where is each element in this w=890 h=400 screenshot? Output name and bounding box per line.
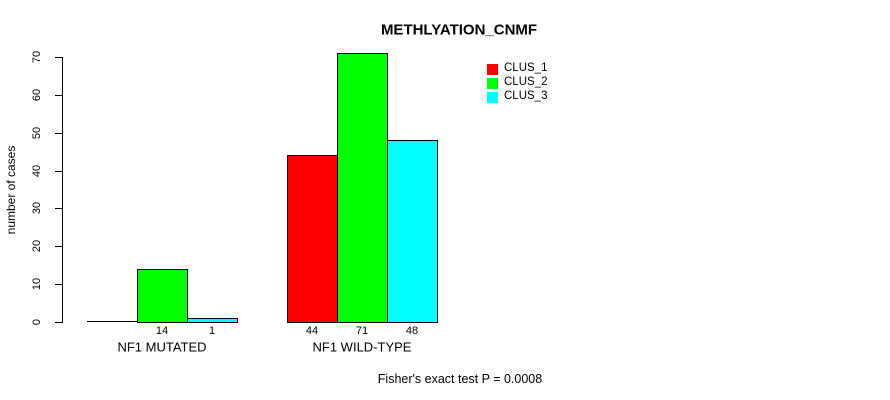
y-tick [55,246,62,247]
y-tick [55,133,62,134]
bar-value-label: 48 [405,325,419,337]
y-tick-label: 30 [31,201,43,215]
legend-swatch [487,91,498,103]
bar [337,53,388,323]
legend: CLUS_1 CLUS_2 CLUS_3 [487,62,547,104]
y-tick [55,171,62,172]
legend-label: CLUS_1 [504,62,548,75]
bar [387,140,438,323]
bar-value-label: 71 [355,325,369,337]
bar-value-label: 1 [208,325,216,337]
bar-value-label: 44 [305,325,319,337]
y-tick-label: 70 [31,50,43,64]
y-axis-line [62,57,63,323]
y-tick [55,95,62,96]
y-tick-label: 0 [31,318,43,326]
legend-label: CLUS_2 [504,76,548,89]
bar-zero [87,321,138,322]
y-tick [55,57,62,58]
legend-swatch [487,77,498,89]
y-tick [55,322,62,323]
chart-title: METHLYATION_CNMF [380,21,538,39]
y-tick-label: 60 [31,88,43,102]
y-tick [55,284,62,285]
y-tick-label: 40 [31,164,43,178]
legend-row: CLUS_1 [487,62,547,76]
annotation-pvalue: Fisher's exact test P = 0.0008 [377,372,543,386]
y-tick [55,208,62,209]
bar [287,155,338,323]
y-tick-label: 20 [31,239,43,253]
legend-swatch [487,63,498,75]
category-label: NF1 WILD-TYPE [312,339,412,355]
bar-value-label: 14 [155,325,169,337]
y-tick-label: 10 [31,277,43,291]
legend-label: CLUS_3 [504,90,548,103]
bar [187,318,238,323]
category-label: NF1 MUTATED [117,339,207,355]
y-tick-label: 50 [31,126,43,140]
legend-row: CLUS_2 [487,76,547,90]
bar [137,269,188,323]
legend-row: CLUS_3 [487,90,547,104]
